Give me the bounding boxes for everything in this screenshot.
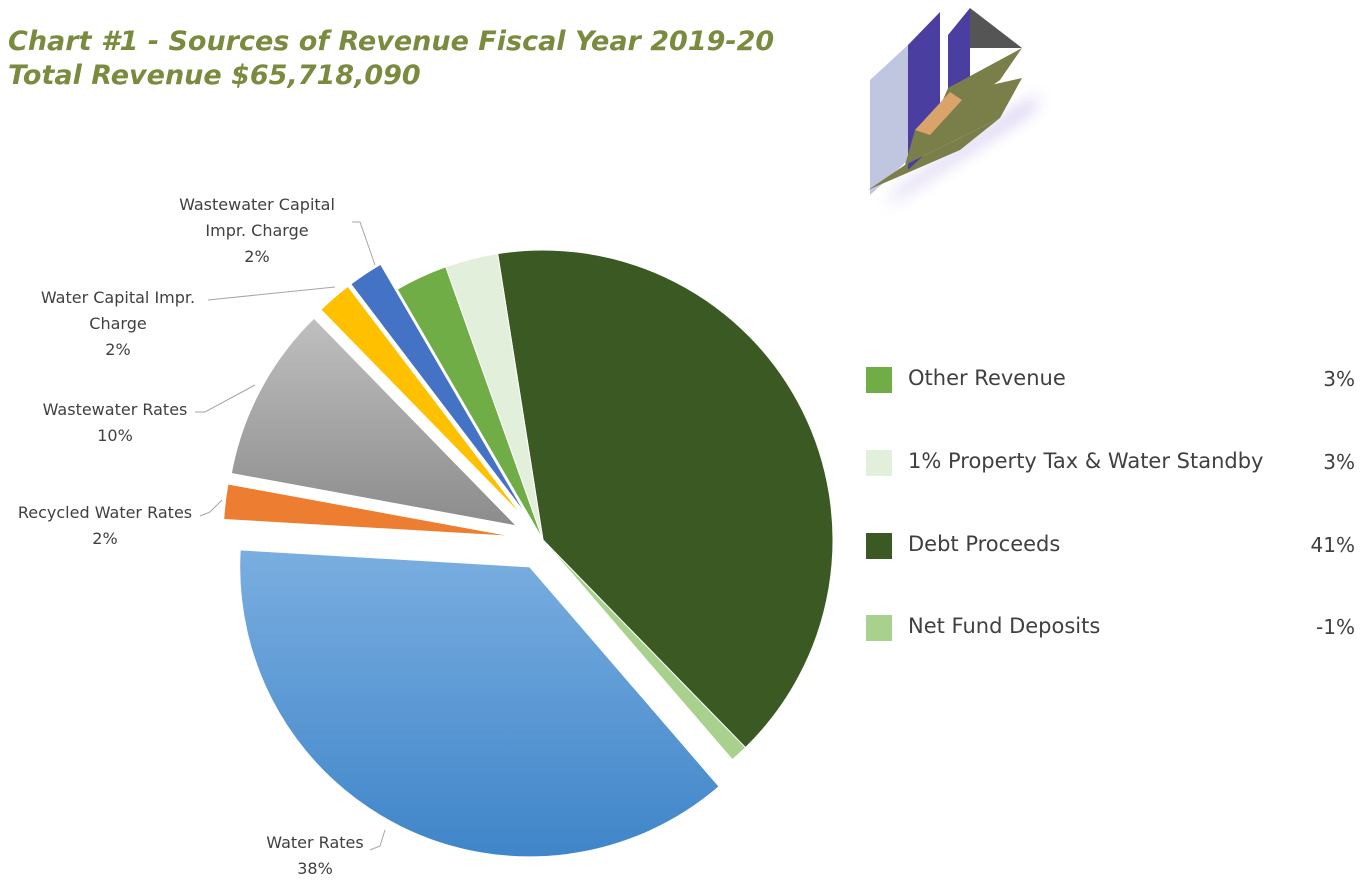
category-label: Wastewater Capital Impr. Charge <box>179 195 335 240</box>
legend-swatch <box>866 615 892 641</box>
legend-swatch <box>866 367 892 393</box>
category-label: Water Capital Impr. Charge <box>40 288 196 333</box>
value-label: 2% <box>105 340 131 359</box>
pie-slice <box>445 252 544 541</box>
legend-value: 3% <box>1323 450 1355 474</box>
leader-line <box>207 286 336 301</box>
pie-slice <box>230 317 518 527</box>
legend-value: 3% <box>1323 367 1355 391</box>
legend-value: 41% <box>1310 533 1355 557</box>
legend-value: -1% <box>1316 615 1355 639</box>
category-label: Recycled Water Rates <box>17 503 193 522</box>
legend-swatch <box>866 450 892 476</box>
pie-slice <box>223 483 514 537</box>
data-label: Water Capital Impr. Charge 2% <box>28 285 208 363</box>
leader-line <box>352 221 376 266</box>
pie-slice <box>239 549 720 858</box>
legend-label: 1% Property Tax & Water Standby <box>908 449 1264 473</box>
data-label: Wastewater Capital Impr. Charge 2% <box>162 192 352 270</box>
data-label: Recycled Water Rates 2% <box>5 500 205 552</box>
legend-label: Net Fund Deposits <box>908 614 1101 638</box>
category-label: Water Rates <box>266 833 364 852</box>
legend-swatch <box>866 533 892 559</box>
category-label: Wastewater Rates <box>42 400 188 419</box>
leader-line <box>369 829 386 851</box>
value-label: 2% <box>244 247 270 266</box>
logo <box>868 8 1040 205</box>
pie-slice <box>350 263 527 516</box>
chart-title: Chart #1 - Sources of Revenue Fiscal Yea… <box>8 26 775 57</box>
leader-lines <box>195 221 386 851</box>
pie <box>223 249 834 858</box>
data-label: Wastewater Rates 10% <box>25 397 205 449</box>
legend-label: Other Revenue <box>908 366 1066 390</box>
leader-line <box>195 384 256 413</box>
value-label: 10% <box>97 426 133 445</box>
pie-slice <box>320 285 524 518</box>
pie-slice <box>497 249 834 749</box>
chart-subtitle: Total Revenue $65,718,090 <box>8 60 421 91</box>
value-label: 2% <box>92 529 118 548</box>
leader-line <box>199 499 223 517</box>
legend-label: Debt Proceeds <box>908 532 1061 556</box>
pie-slice <box>542 539 747 761</box>
data-label: Water Rates 38% <box>245 830 385 882</box>
value-label: 38% <box>297 859 333 878</box>
